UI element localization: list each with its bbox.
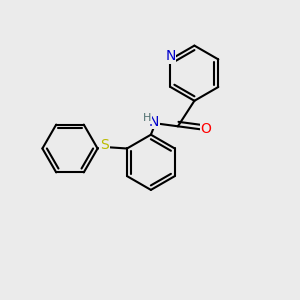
Text: H: H <box>143 113 151 124</box>
Text: N: N <box>149 115 159 129</box>
Text: O: O <box>200 122 211 136</box>
Text: N: N <box>165 50 176 63</box>
Text: S: S <box>100 139 109 152</box>
